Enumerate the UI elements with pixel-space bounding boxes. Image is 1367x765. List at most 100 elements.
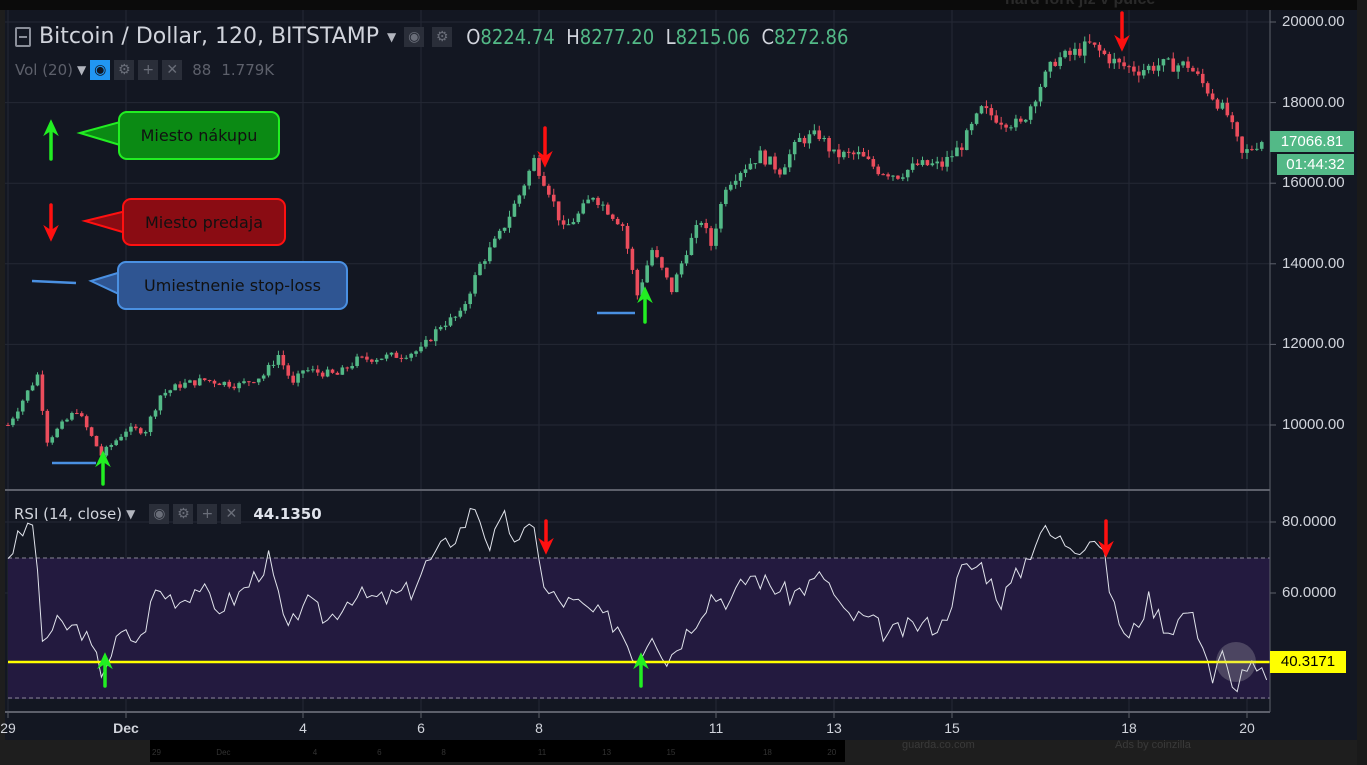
candle-body [1151,65,1156,71]
rsi-sell-arrow-icon [538,537,554,555]
candle-body [488,247,492,262]
candle-body [512,203,517,217]
candle-body [433,329,438,342]
candle-body [374,359,379,362]
rsi-label[interactable]: RSI (14, close) [14,505,123,523]
candle-body [1112,58,1117,64]
candle-body [158,395,163,411]
high-value: 8277.20 [579,24,655,49]
callout-stoploss[interactable]: Umiestnenie stop-loss [117,261,348,310]
candle-body [114,440,118,446]
close-label: C [761,24,775,49]
candle-body [561,220,566,225]
candle-body [714,228,718,246]
candle-body [547,185,551,195]
candle-body [728,184,733,190]
chevron-down-icon[interactable]: ▼ [77,63,87,77]
candle-body [266,364,271,376]
candle-body [1176,65,1180,72]
candle-body [660,257,664,268]
candle-body [315,369,320,373]
sell-arrow-icon [1114,34,1130,52]
candle-body [1166,58,1171,60]
candle-body [876,166,881,175]
candle-body [424,339,428,347]
candle-body [1009,127,1013,129]
candle-body [1259,142,1264,149]
candle-body [704,222,708,229]
candle-body [596,197,600,206]
candle-body [168,390,173,393]
eye-icon[interactable]: ◉ [149,504,170,524]
candle-body [1146,65,1151,71]
candle-body [807,134,812,144]
symbol-title[interactable]: Bitcoin / Dollar, 120, BITSTAMP [39,24,379,49]
candle-body [851,152,856,155]
chevron-down-icon[interactable]: ▼ [126,507,136,521]
candle-body [1068,50,1072,55]
candle-body [522,185,527,196]
candle-body [689,237,694,256]
eye-icon[interactable]: ◉ [90,60,111,80]
volume-value-1: 88 [192,61,212,79]
candle-body [311,369,315,371]
candle-body [143,432,148,434]
plus-icon[interactable]: + [138,60,159,80]
time-axis-label: 20 [1239,720,1255,736]
eye-icon[interactable]: ◉ [404,26,425,47]
callout-sell[interactable]: Miesto predaja [122,198,286,246]
gear-icon[interactable]: ⚙ [114,60,135,80]
plus-icon[interactable]: + [197,504,218,524]
annotation-arrows [43,11,1130,688]
candle-body [606,204,610,215]
gear-icon[interactable]: ⚙ [173,504,194,524]
collapse-legend-icon[interactable] [15,26,31,47]
candle-body [276,355,281,365]
candle-body [551,194,556,202]
candle-body [601,204,605,206]
candle-body [355,356,359,366]
candle-body [1235,122,1239,137]
candle-body [1033,101,1038,107]
candle-body [748,163,753,170]
footer-link-guarda[interactable]: guarda.co.com [902,739,975,751]
gear-icon[interactable]: ⚙ [432,26,453,47]
candle-body [679,263,684,275]
candles [6,34,1264,458]
price-axis-label: 10000.00 [1282,416,1345,433]
chevron-down-icon[interactable]: ▼ [386,29,397,44]
candle-body [16,411,20,419]
candle-body [1058,57,1062,66]
candle-body [438,327,443,330]
candle-body [768,156,772,165]
volume-label[interactable]: Vol (20) [15,61,74,79]
candle-body [576,213,581,223]
navigator-strip[interactable]: 29 Dec 4 6 8 11 13 15 18 20 [150,740,845,762]
candle-body [1225,102,1230,116]
candle-body [1137,71,1141,76]
candle-body [950,156,954,158]
candle-body [306,370,310,372]
candle-body [994,115,999,123]
time-axis-label: 18 [1121,720,1137,736]
legend-sell-arrow-icon [43,224,59,242]
candle-body [974,113,979,124]
close-value: 8272.86 [774,24,849,49]
close-icon[interactable]: ✕ [221,504,242,524]
candle-body [640,282,645,296]
candle-body [724,189,728,204]
candle-body [935,161,940,164]
price-axis-label: 16000.00 [1282,174,1345,192]
candle-body [1038,86,1043,102]
candle-body [50,437,55,443]
candle-body [743,169,748,173]
candle-body [6,425,10,426]
candle-body [65,419,69,422]
close-icon[interactable]: ✕ [162,60,183,80]
candle-body [1181,61,1185,66]
callout-buy[interactable]: Miesto nákupu [118,111,280,160]
price-axis-label: 18000.00 [1282,93,1345,111]
candle-body [615,218,620,225]
candle-body [1141,70,1146,76]
